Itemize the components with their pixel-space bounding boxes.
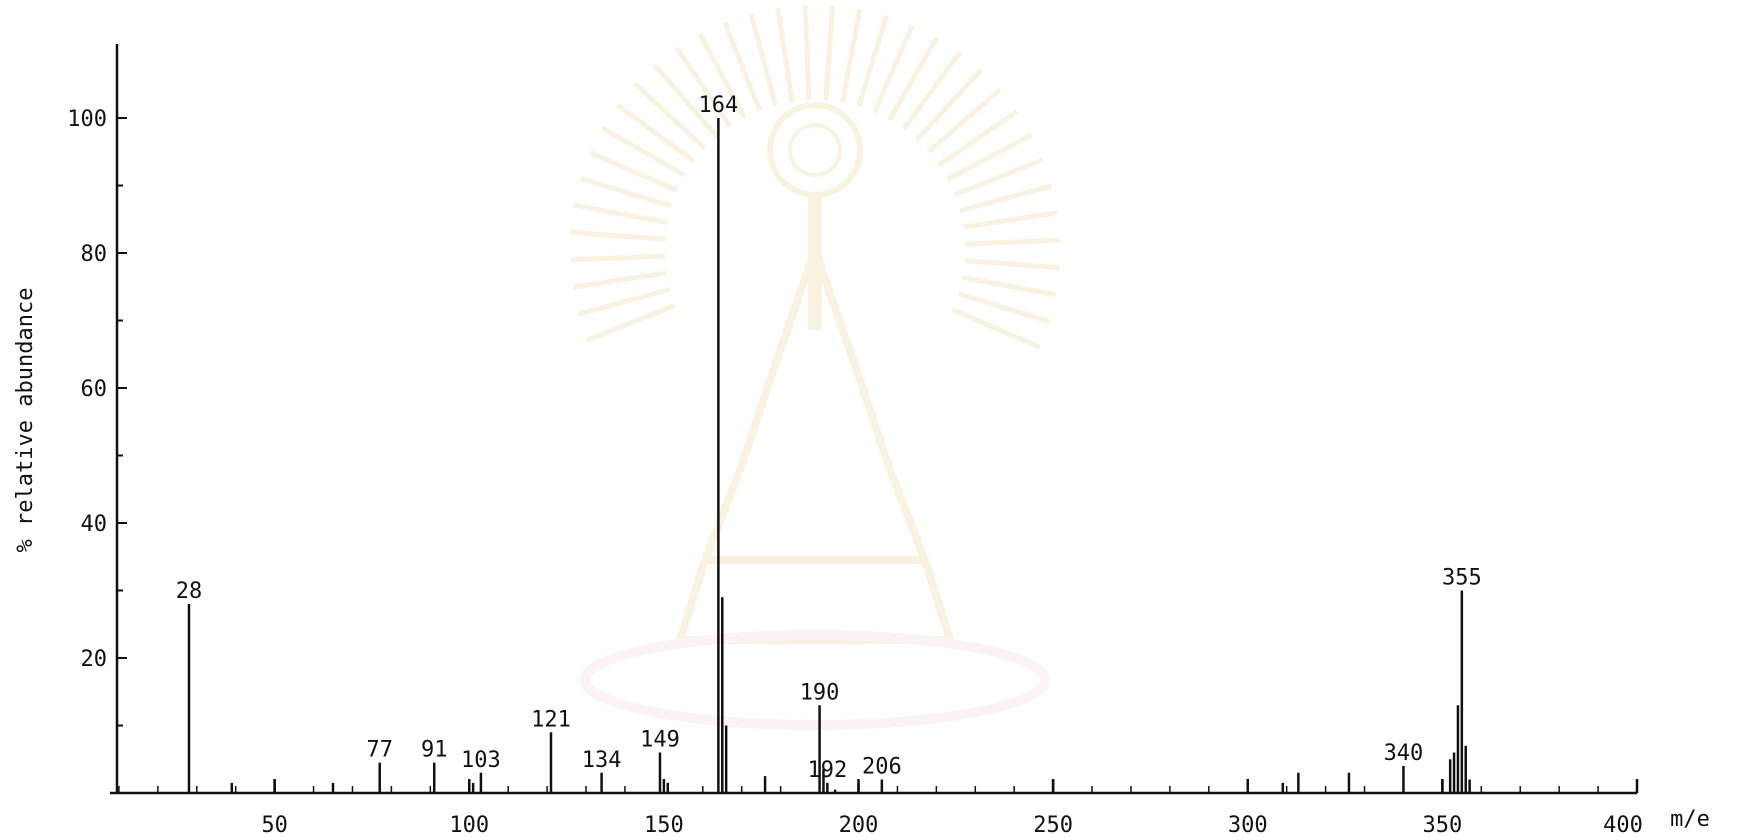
x-tick-label: 250 bbox=[1033, 813, 1073, 837]
y-tick-label: 40 bbox=[81, 512, 108, 537]
peak-label: 192 bbox=[807, 758, 847, 783]
x-tick-label: 200 bbox=[839, 813, 879, 837]
x-tick-label: 400 bbox=[1603, 813, 1643, 837]
x-tick-label: 50 bbox=[261, 813, 288, 837]
y-tick-label: 20 bbox=[81, 647, 108, 672]
peak-label: 340 bbox=[1384, 741, 1424, 766]
peak-label: 149 bbox=[640, 728, 680, 753]
peak-label: 121 bbox=[531, 707, 571, 732]
x-axis-label: m/e bbox=[1670, 807, 1710, 832]
y-tick-label: 60 bbox=[81, 377, 108, 402]
y-axis-label: % relative abundance bbox=[13, 288, 38, 553]
peak-label: 28 bbox=[176, 579, 203, 604]
peak-label: 206 bbox=[862, 755, 902, 780]
peak-label: 164 bbox=[698, 93, 738, 118]
y-tick-label: 80 bbox=[81, 242, 108, 267]
x-tick-label: 150 bbox=[644, 813, 684, 837]
peak-label: 103 bbox=[461, 748, 501, 773]
peak-label: 134 bbox=[582, 748, 622, 773]
y-tick-label: 100 bbox=[67, 107, 107, 132]
peak-label: 355 bbox=[1442, 566, 1482, 591]
x-tick-label: 300 bbox=[1228, 813, 1268, 837]
peak-label: 190 bbox=[800, 680, 840, 705]
x-tick-label: 100 bbox=[449, 813, 489, 837]
peak-label: 77 bbox=[366, 738, 393, 763]
x-tick-label: 350 bbox=[1423, 813, 1463, 837]
peak-label: 91 bbox=[421, 738, 448, 763]
